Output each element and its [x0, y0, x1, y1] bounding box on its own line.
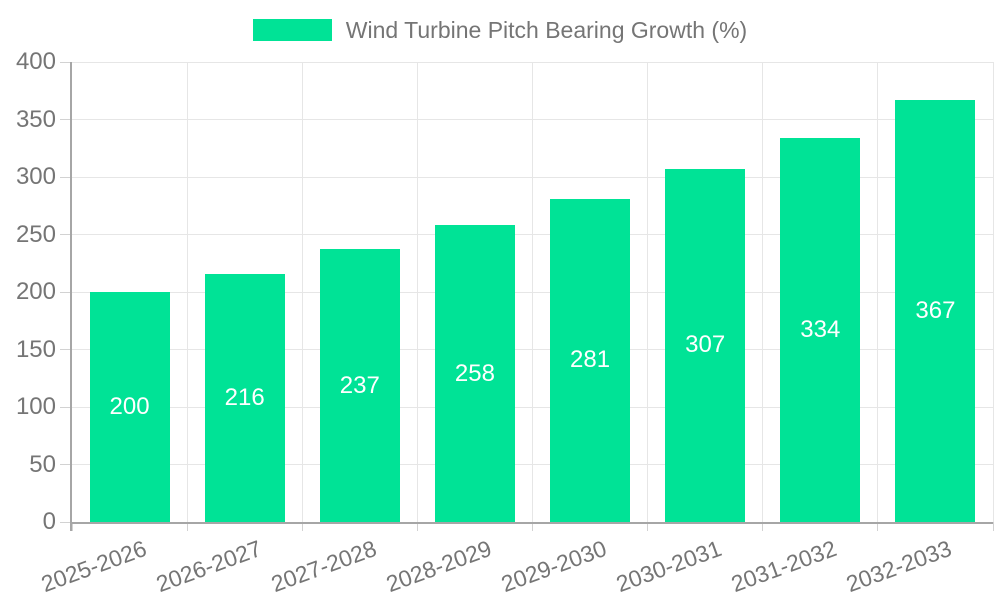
y-axis-tick-label: 400 [15, 48, 56, 75]
bar[interactable] [895, 99, 976, 522]
x-axis-category-label: 2028-2029 [382, 535, 495, 598]
gridline-vertical [416, 62, 418, 522]
x-axis-tick [532, 522, 533, 531]
y-axis-tick [60, 176, 72, 178]
y-axis-tick [60, 234, 72, 235]
legend[interactable]: Wind Turbine Pitch Bearing Growth (%) [0, 17, 1000, 43]
x-axis-tick [186, 522, 188, 531]
x-axis-category-label: 2026-2027 [152, 535, 265, 598]
y-axis-tick-label: 300 [15, 163, 56, 190]
bar[interactable] [319, 249, 400, 522]
x-axis-category-label: 2030-2031 [612, 535, 726, 598]
y-axis-line [70, 62, 72, 531]
x-axis-tick [416, 522, 418, 531]
bar-value-label: 367 [915, 296, 956, 324]
bar-value-label: 307 [685, 331, 726, 359]
gridline-vertical [532, 62, 533, 522]
bar-value-label: 216 [224, 383, 265, 411]
bar[interactable] [665, 168, 746, 522]
bar[interactable] [780, 137, 861, 522]
x-axis-tick [71, 522, 73, 531]
y-axis-tick-label: 150 [15, 335, 56, 363]
x-axis-line [72, 522, 993, 524]
y-axis-tick-label: 250 [15, 220, 56, 248]
y-axis-tick-label: 0 [42, 508, 56, 535]
bar[interactable] [434, 225, 515, 522]
bar-value-label: 334 [800, 315, 841, 343]
bar-value-label: 258 [454, 359, 495, 387]
x-axis-category-label: 2032-2033 [843, 535, 956, 598]
bar-value-label: 237 [339, 371, 380, 399]
y-axis-tick [60, 521, 72, 523]
x-axis-tick [762, 522, 764, 531]
y-axis-tick-label: 350 [15, 105, 56, 133]
y-axis-tick-label: 50 [29, 450, 56, 478]
x-axis-tick [877, 522, 879, 531]
gridline-vertical [762, 62, 764, 522]
y-axis-tick [60, 406, 72, 408]
y-axis-tick-label: 200 [15, 278, 56, 305]
y-axis-tick [60, 464, 72, 465]
y-axis-tick [60, 291, 72, 293]
x-axis-category-label: 2027-2028 [267, 535, 380, 598]
bar[interactable] [550, 198, 631, 522]
bar[interactable] [204, 273, 285, 522]
y-axis-tick [60, 349, 72, 350]
legend-swatch [252, 19, 332, 41]
y-axis-tick [60, 119, 72, 120]
x-axis-tick [301, 522, 303, 531]
gridline-vertical [992, 62, 994, 522]
gridline-vertical [647, 62, 649, 522]
bar[interactable] [89, 292, 170, 522]
legend-label: Wind Turbine Pitch Bearing Growth (%) [345, 17, 748, 43]
gridline-vertical [877, 62, 879, 522]
bar-value-label: 281 [570, 346, 611, 374]
y-axis-tick-label: 100 [15, 393, 56, 420]
x-axis-tick [992, 522, 994, 531]
gridline-vertical [301, 62, 303, 522]
gridline-vertical [186, 62, 188, 522]
x-axis-tick [647, 522, 649, 531]
x-axis-category-label: 2025-2026 [37, 535, 150, 598]
x-axis-category-label: 2031-2032 [727, 535, 841, 598]
x-axis-category-label: 2029-2030 [497, 535, 610, 598]
y-axis-tick [60, 61, 72, 63]
bar-value-label: 200 [109, 393, 150, 420]
